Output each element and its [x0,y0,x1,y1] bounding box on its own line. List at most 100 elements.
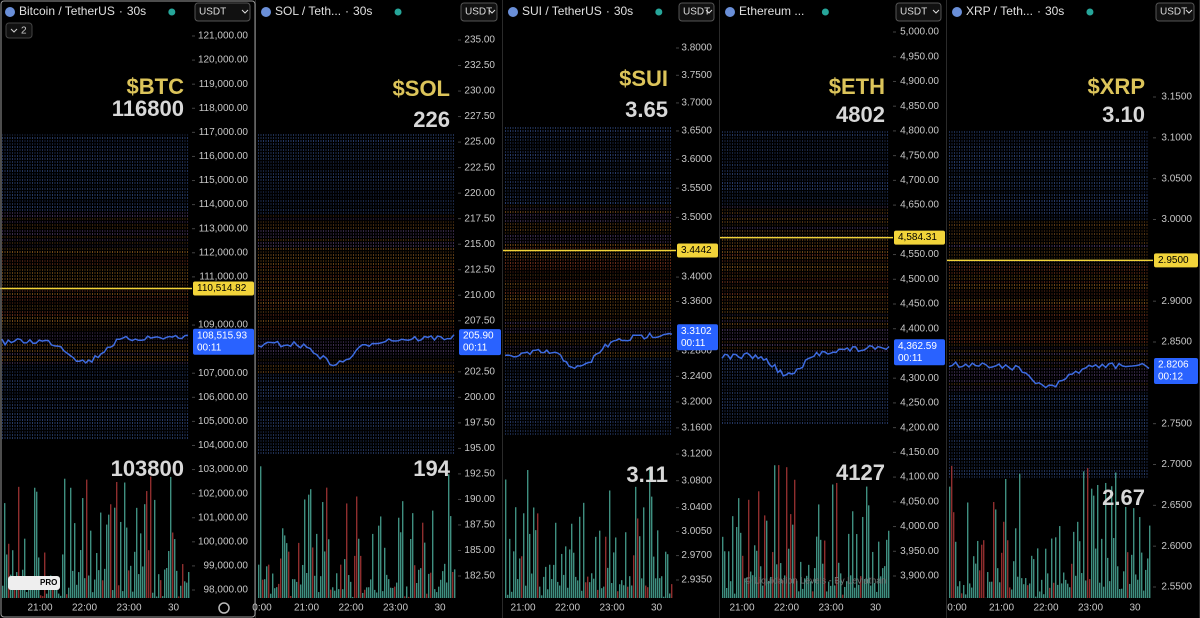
y-tick-label: 117,000.00 [199,127,249,138]
separator: · [119,4,123,18]
volume-bar [969,583,971,598]
currency[interactable]: USDT [199,7,226,18]
volume-bar [744,578,746,598]
currency-select[interactable] [678,2,715,22]
volume-bar [754,545,756,598]
currency[interactable]: USDT [1160,7,1187,18]
currency[interactable]: USDT [900,7,927,18]
countdown: 00:11 [681,338,706,349]
volume-bar [350,581,352,598]
level-label-bg [677,243,718,258]
y-tick-label: 4,050.00 [900,496,939,507]
volume-bar [112,590,114,598]
volume-bar [1095,548,1097,598]
x-tick-label: 23:00 [818,603,843,614]
volume-bar [1073,531,1075,598]
symbol-title[interactable]: SUI / TetherUS [522,4,602,18]
interval[interactable]: 30s [353,4,372,18]
volume-bar [402,501,404,598]
symbol-title[interactable]: Ethereum ... [739,4,804,18]
chart-panel: 3.4442 3.8000 3.7500 3.7000 3.6500 3.6000 3.55… [503,0,720,618]
y-tick-label: 112,000.00 [199,247,249,258]
currency-select[interactable] [1155,2,1195,22]
symbol-title[interactable]: Bitcoin / TetherUS [19,4,115,18]
volume-bar [1071,563,1073,598]
volume-bar [551,579,553,598]
volume-bar [595,536,597,598]
volume-bar [134,551,136,598]
volume-bar [776,564,778,598]
status-dot [821,8,829,16]
symbol-title[interactable]: XRP / Teth... [966,4,1033,18]
currency-select[interactable] [460,2,498,22]
volume-bar [328,539,330,598]
y-tick-label: 190.00 [464,494,495,505]
volume-bar [348,575,350,598]
volume-bar [172,532,174,598]
volume-bar [591,573,593,598]
volume-bar [589,582,591,598]
volume-bar [764,515,766,598]
y-tick-label: 207.50 [464,315,495,326]
volume-bar [1001,552,1003,598]
volume-bar [442,571,444,598]
range-low: 3.11 [626,462,668,487]
interval[interactable]: 30s [127,4,146,18]
volume-bar [1005,478,1007,598]
volume-bar [981,544,983,598]
volume-bar [1101,538,1103,598]
interval[interactable]: 30s [1045,4,1064,18]
volume-bar [507,594,509,598]
volume-bar [521,556,523,598]
settings-icon[interactable] [218,602,230,614]
volume-bar [1011,589,1013,598]
volume-bar [400,532,402,598]
interval[interactable]: 30s [614,4,633,18]
volume-bar [780,563,782,598]
volume-bar [653,556,655,598]
volume-bar [790,514,792,598]
symbol-title[interactable]: SOL / Teth... [275,4,341,18]
y-tick-label: 3,950.00 [900,546,939,557]
volume-bar [30,583,32,598]
currency[interactable]: USDT [683,7,710,18]
volume-bar [368,587,370,598]
volume-bar [953,512,955,598]
volume-bar [130,565,132,598]
volume-bar [643,507,645,598]
x-tick-label: 30 [1129,603,1141,614]
y-tick-label: 2.9700 [681,550,712,561]
volume-bar [428,573,430,598]
level-label: 4,584.31 [898,232,937,243]
currency[interactable]: USDT [465,7,492,18]
volume-bar [1131,554,1133,598]
volume-bar [750,571,752,598]
volume-bar [959,581,961,598]
volume-bar [535,530,537,598]
currency-select[interactable] [194,2,251,22]
volume-bar [334,590,336,598]
x-tick-label: 30 [870,603,882,614]
indicator-toggle[interactable] [5,22,33,39]
volume-bar [338,589,340,598]
volume-bar [884,566,886,598]
volume-bar [46,593,48,598]
volume-bar [872,551,874,598]
ticker: $BTC [127,74,185,99]
volume-bar [344,559,346,598]
volume-bar [322,502,324,598]
currency-select[interactable] [895,2,942,22]
volume-bar [836,482,838,598]
volume-bar [772,552,774,598]
price-line [948,361,1150,389]
volume-bar [452,571,454,598]
volume-bar [585,582,587,598]
volume-bar [1135,574,1137,598]
volume-bar [336,573,338,598]
volume-bar [168,551,170,598]
y-tick-label: 4,300.00 [900,373,939,384]
volume-bar [266,566,268,598]
range-low: 194 [413,456,450,481]
price-label: 3.3102 [681,326,712,337]
price-label: 2.8206 [1158,360,1189,371]
